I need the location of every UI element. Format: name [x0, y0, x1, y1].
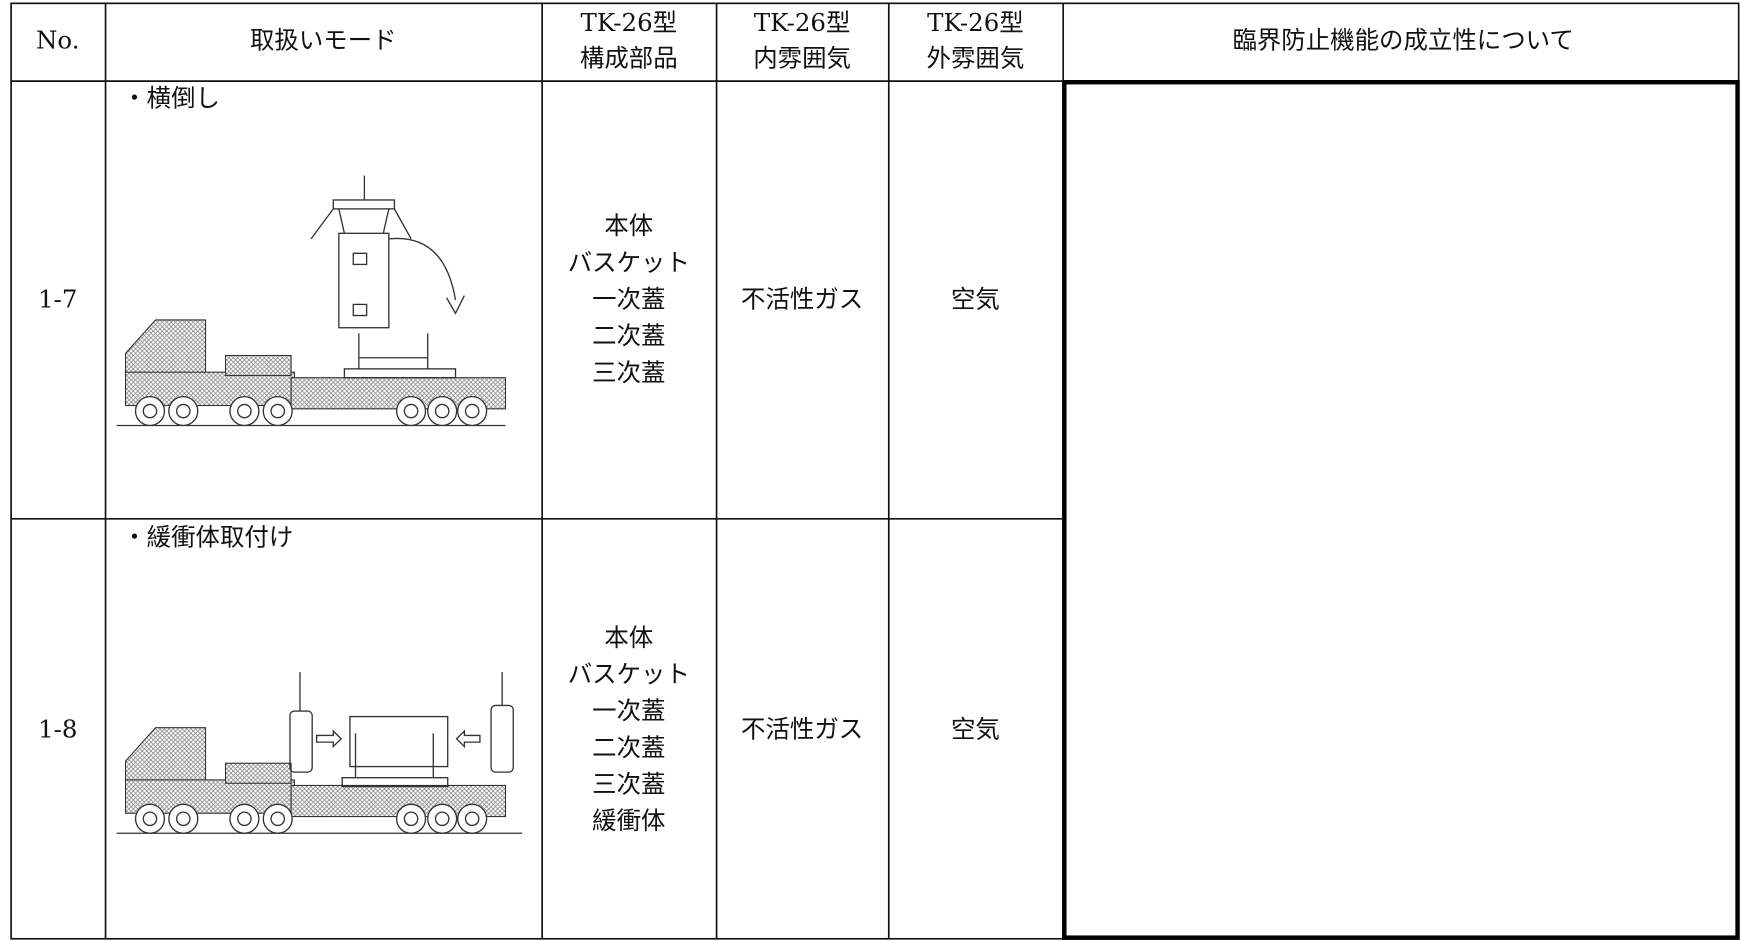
parts-list: 緩衝体 [592, 806, 665, 835]
wheel-hub [142, 811, 158, 827]
wheel-hub [434, 403, 450, 419]
wheel-hub [464, 811, 480, 827]
wheel-hub [403, 811, 419, 827]
parts-list: バスケット [568, 660, 690, 689]
wheel-hub [175, 403, 191, 419]
row-no: 1-8 [38, 715, 77, 744]
outer-atmosphere: 空気 [951, 715, 1000, 744]
illustration-tipping [116, 175, 507, 427]
mode-caption: ・緩衝体取付け [122, 522, 293, 551]
parts-list: 三次蓋 [592, 358, 665, 387]
illustration-absorber [116, 672, 523, 834]
header-no: No. [36, 26, 79, 55]
outer-atmosphere: 空気 [951, 285, 1000, 314]
header-inner: TK-26型 [754, 8, 851, 37]
wheel-hub [175, 811, 191, 827]
parts-list: 一次蓋 [592, 285, 665, 314]
wheel-hub [142, 403, 158, 419]
header-inner: 内雰囲気 [753, 43, 851, 72]
parts-list: 二次蓋 [592, 733, 665, 762]
header-outer: TK-26型 [927, 8, 1024, 37]
header-parts: TK-26型 [581, 8, 678, 37]
row-no: 1-7 [38, 285, 77, 314]
wheel-hub [403, 403, 419, 419]
parts-list: 本体 [604, 211, 653, 240]
parts-list: バスケット [568, 248, 690, 277]
wheel-hub [464, 403, 480, 419]
parts-list: 一次蓋 [592, 696, 665, 725]
parts-list: 二次蓋 [592, 321, 665, 350]
header-mode: 取扱いモード [250, 26, 397, 55]
table-grid [10, 2, 1740, 940]
header-criticality: 臨界防止機能の成立性について [1232, 26, 1573, 55]
inner-atmosphere: 不活性ガス [741, 285, 863, 314]
parts-list: 本体 [604, 623, 653, 652]
header-outer: 外雰囲気 [927, 43, 1025, 72]
inner-atmosphere: 不活性ガス [741, 715, 863, 744]
wheel-hub [434, 811, 450, 827]
header-parts: 構成部品 [580, 43, 678, 72]
parts-list: 三次蓋 [592, 770, 665, 799]
mode-caption: ・横倒し [122, 83, 220, 112]
wheel-hub [270, 811, 286, 827]
wheel-hub [237, 811, 252, 827]
wheel-hub [270, 403, 286, 419]
wheel-hub [237, 403, 252, 419]
